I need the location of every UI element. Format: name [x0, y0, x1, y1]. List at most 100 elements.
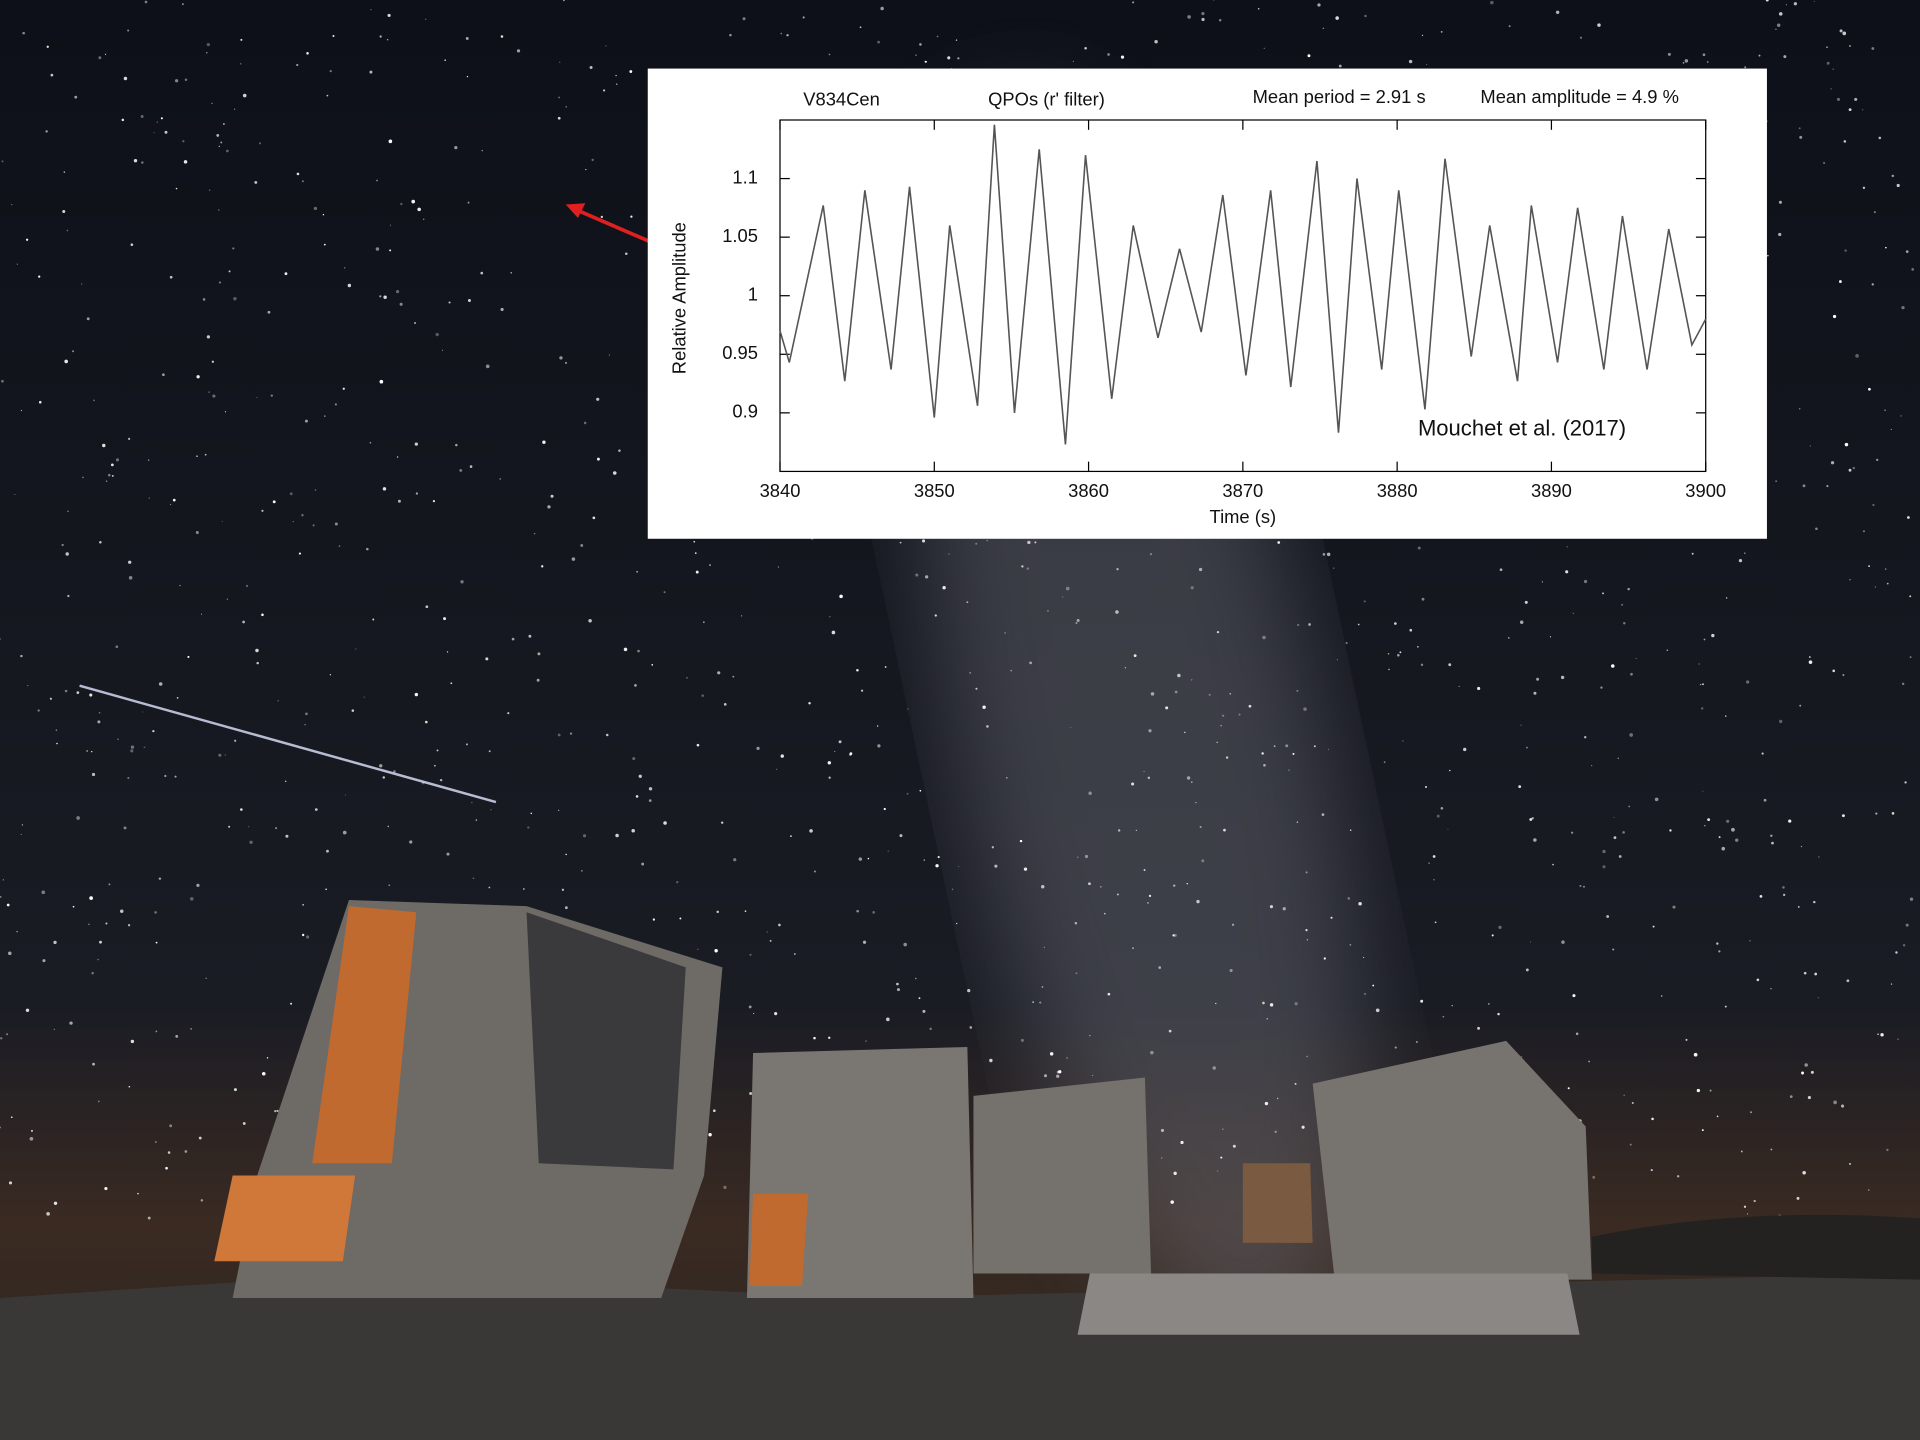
star	[1305, 929, 1308, 932]
star	[1058, 1070, 1062, 1074]
star	[1868, 387, 1871, 391]
star	[1004, 631, 1007, 634]
star	[1347, 897, 1351, 900]
star	[1264, 1101, 1269, 1106]
star	[561, 888, 565, 891]
star	[323, 243, 326, 246]
star	[1744, 552, 1746, 554]
star	[72, 905, 75, 908]
star	[500, 307, 504, 312]
star	[1186, 882, 1188, 885]
star	[1862, 186, 1866, 190]
star	[211, 360, 215, 363]
star	[372, 618, 375, 621]
building	[1242, 1163, 1313, 1243]
star	[558, 809, 560, 811]
star	[749, 1091, 753, 1096]
star	[1530, 941, 1532, 943]
star	[748, 1005, 752, 1009]
star	[208, 391, 210, 394]
star	[284, 780, 287, 783]
star	[1602, 592, 1604, 595]
star	[1817, 997, 1819, 999]
star	[27, 685, 29, 687]
star	[485, 657, 489, 661]
y-tick-label: 0.9	[732, 401, 758, 422]
star	[305, 712, 308, 716]
star	[175, 1034, 179, 1038]
star	[397, 499, 401, 503]
star	[1890, 428, 1892, 430]
star	[1877, 1033, 1879, 1035]
star	[1424, 786, 1427, 789]
star	[225, 149, 229, 153]
star	[49, 697, 53, 700]
star	[1709, 1089, 1712, 1092]
star	[1326, 552, 1331, 557]
star	[723, 1185, 727, 1190]
star	[1536, 677, 1540, 681]
star	[1041, 985, 1044, 988]
star	[481, 149, 483, 152]
star	[637, 649, 640, 653]
star	[1813, 900, 1816, 904]
star	[130, 749, 134, 753]
star	[1191, 679, 1193, 681]
star	[915, 54, 917, 56]
star	[907, 708, 909, 710]
star	[1448, 769, 1451, 772]
star	[1814, 972, 1818, 976]
star	[887, 850, 889, 852]
star	[25, 238, 29, 241]
star	[1269, 1003, 1274, 1007]
star	[111, 474, 114, 477]
star	[270, 394, 273, 397]
star	[240, 808, 243, 811]
star	[424, 720, 428, 724]
star	[1349, 944, 1352, 946]
star	[703, 621, 705, 623]
star	[195, 531, 199, 535]
star	[663, 591, 666, 594]
star	[200, 613, 202, 615]
star	[174, 775, 177, 778]
star	[1477, 686, 1481, 691]
star	[1721, 846, 1726, 851]
star	[1488, 1003, 1490, 1005]
star	[1800, 845, 1803, 848]
star	[1172, 884, 1176, 887]
star	[1154, 40, 1158, 44]
star	[883, 807, 886, 811]
star	[1220, 1156, 1223, 1159]
star	[1826, 61, 1830, 65]
star	[314, 489, 317, 491]
star	[1263, 47, 1265, 49]
star	[1089, 1034, 1091, 1037]
star	[22, 31, 25, 35]
star	[596, 457, 600, 461]
star	[217, 209, 220, 211]
star	[228, 270, 231, 273]
star	[379, 764, 383, 768]
star	[1, 379, 4, 383]
star	[969, 1026, 973, 1029]
star	[55, 729, 58, 731]
star	[1027, 540, 1031, 545]
star	[312, 524, 315, 527]
star	[1842, 31, 1847, 36]
star	[1133, 654, 1137, 658]
star	[1420, 999, 1424, 1003]
star	[304, 419, 308, 423]
star	[1905, 923, 1909, 927]
star	[399, 302, 403, 306]
star	[91, 772, 96, 777]
star	[558, 96, 560, 99]
star	[137, 1192, 139, 1195]
star	[1839, 29, 1843, 33]
star	[306, 935, 310, 939]
star	[334, 403, 337, 406]
star	[1849, 579, 1851, 581]
star	[256, 661, 259, 665]
star	[942, 586, 946, 590]
star	[1902, 944, 1906, 947]
